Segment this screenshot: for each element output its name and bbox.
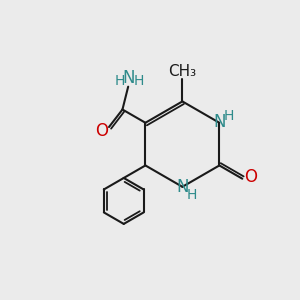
Text: CH₃: CH₃: [168, 64, 196, 80]
Text: N: N: [176, 178, 189, 196]
Text: H: H: [114, 74, 124, 88]
Text: N: N: [122, 69, 135, 87]
Text: H: H: [133, 74, 144, 88]
Text: H: H: [187, 188, 197, 202]
Text: H: H: [224, 109, 234, 123]
Text: N: N: [213, 113, 226, 131]
Text: O: O: [95, 122, 108, 140]
Text: O: O: [244, 168, 257, 186]
